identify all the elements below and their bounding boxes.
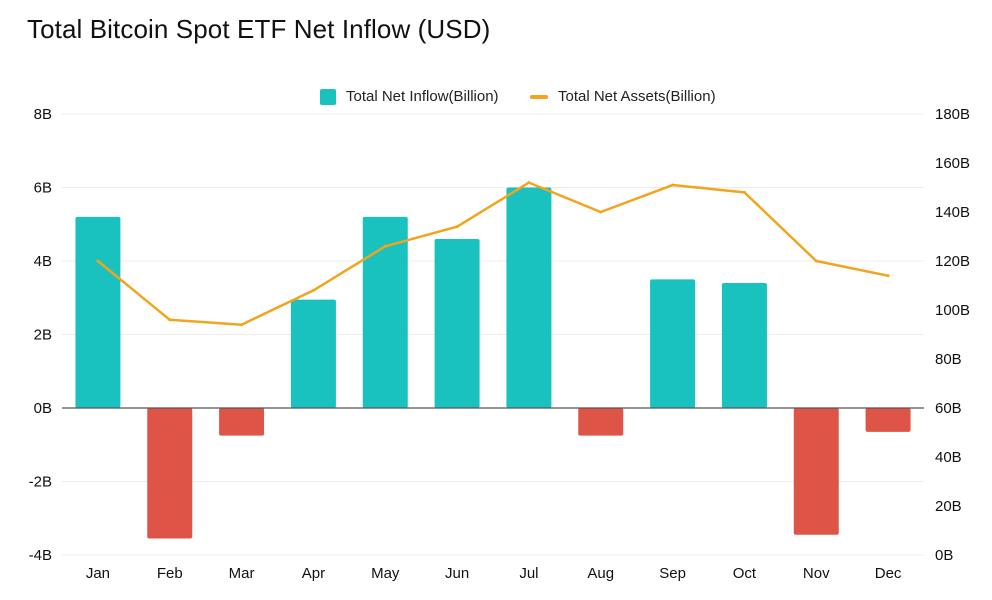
legend-swatch-net-assets: [530, 94, 548, 99]
y-left-tick-label: -4B: [29, 547, 52, 564]
y-left-tick-label: 6B: [34, 180, 52, 197]
y-left-tick-label: -2B: [29, 474, 52, 491]
x-tick-label: Jun: [445, 565, 469, 582]
y-right-tick-label: 0B: [935, 547, 953, 564]
bar-feb[interactable]: [147, 408, 193, 539]
net-assets-point-aug[interactable]: [599, 210, 603, 214]
y-right-tick-label: 120B: [935, 253, 970, 270]
x-tick-label: May: [371, 565, 400, 582]
y-left-tick-label: 4B: [34, 253, 52, 270]
y-left-tick-label: 8B: [34, 106, 52, 123]
net-assets-point-jul[interactable]: [527, 181, 531, 185]
y-right-tick-label: 20B: [935, 498, 962, 515]
x-tick-label: Oct: [733, 565, 757, 582]
bar-may[interactable]: [362, 216, 408, 408]
net-assets-point-sep[interactable]: [671, 183, 675, 187]
net-assets-point-apr[interactable]: [311, 288, 315, 292]
x-tick-label: Aug: [587, 565, 614, 582]
bar-dec[interactable]: [865, 408, 911, 432]
net-assets-point-nov[interactable]: [814, 259, 818, 263]
y-right-tick-label: 80B: [935, 351, 962, 368]
bar-oct[interactable]: [721, 283, 767, 408]
bar-mar[interactable]: [219, 408, 265, 436]
bar-nov[interactable]: [793, 408, 839, 535]
chart-title: Total Bitcoin Spot ETF Net Inflow (USD): [27, 14, 491, 44]
x-tick-label: Nov: [803, 565, 830, 582]
x-tick-label: Apr: [302, 565, 325, 582]
bar-jun[interactable]: [434, 238, 480, 408]
x-tick-label: Jul: [519, 565, 538, 582]
x-tick-label: Jan: [86, 565, 110, 582]
legend-item-net-assets[interactable]: Total Net Assets(Billion): [530, 88, 716, 105]
legend: Total Net Inflow(Billion) Total Net Asse…: [0, 88, 992, 110]
y-left-tick-label: 2B: [34, 327, 52, 344]
x-tick-label: Dec: [875, 565, 902, 582]
x-tick-label: Mar: [229, 565, 255, 582]
legend-item-net-inflow[interactable]: Total Net Inflow(Billion): [320, 88, 499, 105]
y-right-tick-label: 60B: [935, 400, 962, 417]
net-assets-point-mar[interactable]: [240, 323, 244, 327]
net-assets-point-dec[interactable]: [886, 274, 890, 278]
y-right-tick-label: 100B: [935, 302, 970, 319]
bar-jan[interactable]: [75, 216, 121, 408]
y-left-tick-label: 0B: [34, 400, 52, 417]
y-right-tick-label: 160B: [935, 155, 970, 172]
y-right-tick-label: 40B: [935, 449, 962, 466]
legend-swatch-net-inflow: [320, 88, 336, 105]
x-tick-label: Sep: [659, 565, 686, 582]
legend-label-net-assets: Total Net Assets(Billion): [558, 88, 716, 105]
net-assets-point-jun[interactable]: [455, 225, 459, 229]
net-assets-point-jan[interactable]: [96, 259, 100, 263]
bar-jul[interactable]: [506, 187, 552, 409]
net-assets-line[interactable]: [96, 181, 890, 326]
net-assets-point-may[interactable]: [383, 244, 387, 248]
bar-apr[interactable]: [290, 299, 336, 408]
bar-sep[interactable]: [650, 279, 696, 408]
legend-label-net-inflow: Total Net Inflow(Billion): [346, 88, 499, 105]
y-right-tick-label: 140B: [935, 204, 970, 221]
bar-aug[interactable]: [578, 408, 624, 436]
net-assets-point-oct[interactable]: [742, 190, 746, 194]
x-tick-label: Feb: [157, 565, 183, 582]
net-assets-point-feb[interactable]: [168, 318, 172, 322]
y-right-tick-label: 180B: [935, 106, 970, 123]
